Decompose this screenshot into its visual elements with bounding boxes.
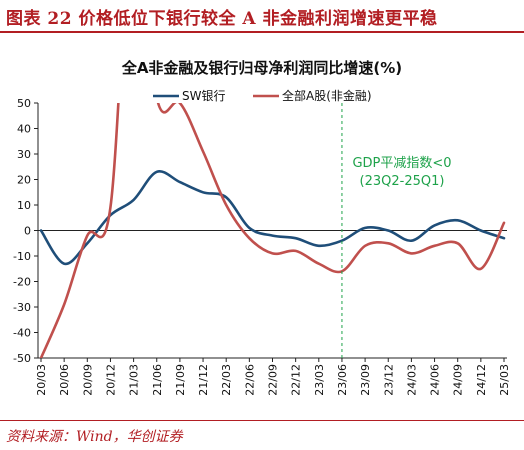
- annotation-line-1: GDP平减指数<0: [352, 156, 451, 171]
- y-tick-label: 20: [17, 174, 31, 187]
- x-tick-label: 23/03: [313, 364, 326, 396]
- y-tick-label: 40: [17, 123, 31, 136]
- x-tick-label: 20/09: [81, 364, 94, 396]
- axes: -50 -40 -30 -20 -10 0 10 20 30 40 50 20/03 20/06 20/0…: [13, 97, 511, 396]
- y-tick-label: -40: [13, 327, 31, 340]
- y-tick-label: -10: [13, 250, 31, 263]
- x-tick-label: 24/03: [405, 364, 418, 396]
- x-tick-label: 22/03: [220, 364, 233, 396]
- figure-title: 图表 22 价格低位下银行较全 A 非金融利润增速更平稳: [6, 9, 438, 29]
- y-tick-label: 30: [17, 148, 31, 161]
- legend: SW银行 全部A股(非金融): [153, 88, 372, 103]
- series-line-all-a-nonfin: [39, 103, 506, 358]
- annotation: GDP平减指数<0 (23Q2-25Q1): [341, 103, 452, 358]
- source-note: 资料来源：Wind，华创证券: [6, 429, 183, 445]
- x-tick-label: 23/12: [382, 364, 395, 396]
- y-tick-label: -30: [13, 301, 31, 314]
- x-tick-label: 23/06: [336, 364, 349, 396]
- x-tick-label: 20/03: [35, 364, 48, 396]
- plot-area: [39, 103, 506, 358]
- x-tick-label: 24/09: [452, 364, 465, 396]
- legend-label: SW银行: [182, 89, 225, 103]
- x-tick-label: 21/03: [128, 364, 141, 396]
- x-tick-label: 24/06: [429, 364, 442, 396]
- x-tick-label: 20/12: [104, 364, 117, 396]
- x-tick-label: 21/09: [174, 364, 187, 396]
- figure-header: 图表 22 价格低位下银行较全 A 非金融利润增速更平稳: [0, 0, 524, 33]
- x-tick-label: 21/06: [151, 364, 164, 396]
- x-tick-label: 23/09: [359, 364, 372, 396]
- y-tick-label: 0: [24, 225, 31, 238]
- y-tick-label: 50: [17, 97, 31, 110]
- legend-label: 全部A股(非金融): [282, 88, 372, 103]
- x-tick-label: 22/12: [290, 364, 303, 396]
- y-tick-label: -50: [13, 352, 31, 365]
- x-tick-label: 22/09: [267, 364, 280, 396]
- y-tick-label: -20: [13, 276, 31, 289]
- footer-divider: [0, 420, 524, 421]
- annotation-line-2: (23Q2-25Q1): [360, 174, 445, 189]
- x-tick-label: 24/12: [475, 364, 488, 396]
- line-chart: 全A非金融及银行归母净利润同比增速(%) SW银行 全部A股(非金融) -50 -4…: [13, 59, 511, 396]
- y-tick-label: 10: [17, 199, 31, 212]
- x-tick-label: 21/12: [197, 364, 210, 396]
- x-tick-label: 20/06: [58, 364, 71, 396]
- chart-title: 全A非金融及银行归母净利润同比增速(%): [121, 59, 402, 77]
- series-line-sw-bank: [39, 169, 506, 266]
- x-tick-label: 22/06: [243, 364, 256, 396]
- x-tick-label: 25/03: [498, 364, 511, 396]
